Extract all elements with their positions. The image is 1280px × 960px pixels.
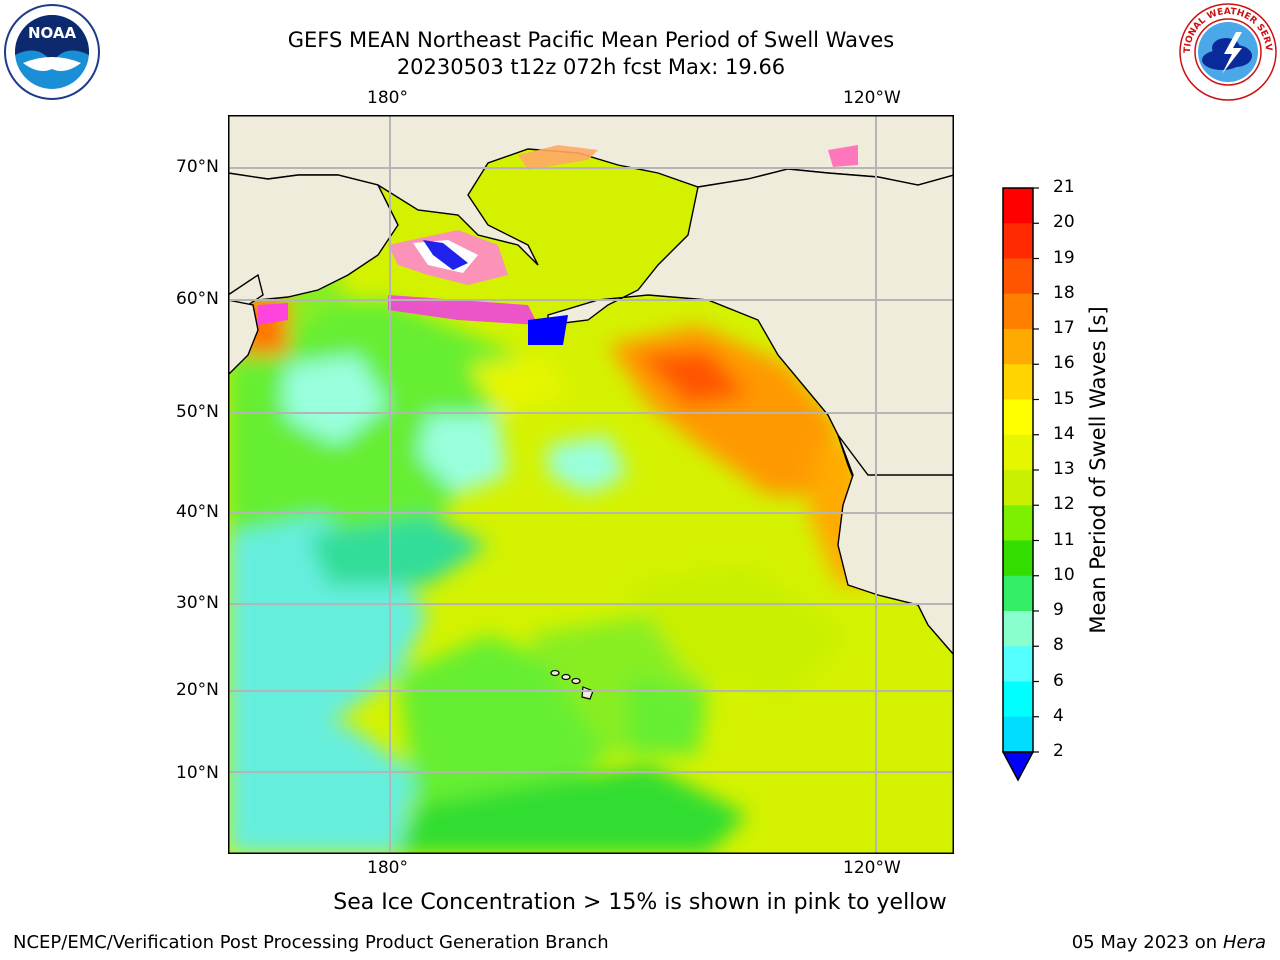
graticule — [228, 115, 954, 854]
chart-title-line2: 20230503 t12z 072h fcst Max: 19.66 — [396, 55, 786, 79]
lon-label-top-120w: 120°W — [843, 88, 901, 108]
colorbar-tick-label: 11 — [1053, 529, 1075, 550]
colorbar-tick-label: 19 — [1053, 247, 1075, 268]
swell-period-field — [228, 225, 868, 854]
sea-ice-note: Sea Ice Concentration > 15% is shown in … — [333, 890, 947, 915]
colorbar-tick-label: 4 — [1053, 705, 1064, 726]
lon-label-top-180: 180° — [367, 88, 408, 108]
land-masses — [228, 115, 954, 657]
colorbar-tick-label: 8 — [1053, 635, 1064, 656]
colorbar — [1001, 187, 1039, 782]
lat-label-50n: 50°N — [176, 402, 219, 422]
colorbar-swatch — [1003, 611, 1033, 647]
colorbar-swatch — [1003, 434, 1033, 471]
colorbar-ticks — [1033, 187, 1039, 753]
colorbar-swatch — [1003, 293, 1033, 330]
map-frame — [228, 115, 954, 854]
colorbar-swatch — [1003, 681, 1033, 718]
lat-label-10n: 10°N — [176, 763, 219, 783]
footer-machine: Hera — [1222, 932, 1266, 953]
colorbar-tick-label: 10 — [1053, 564, 1075, 585]
colorbar-swatch — [1003, 575, 1033, 612]
colorbar-tick-label: 2 — [1053, 741, 1064, 761]
colorbar-tick-label: 14 — [1053, 423, 1075, 444]
footer-date: 05 May 2023 on Hera — [1072, 932, 1266, 953]
sea-ice-overlay — [258, 145, 858, 345]
lat-label-20n: 20°N — [176, 680, 219, 700]
colorbar-tick-label: 17 — [1053, 318, 1075, 338]
colorbar-swatch — [1003, 364, 1033, 400]
colorbar-swatch — [1003, 188, 1033, 224]
lat-label-30n: 30°N — [176, 593, 219, 613]
colorbar-swatch — [1003, 223, 1033, 259]
svg-text:NOAA: NOAA — [28, 24, 77, 42]
colorbar-tick-label: 16 — [1053, 353, 1075, 374]
colorbar-extend-triangle — [1001, 751, 1035, 782]
colorbar-tick-label: 21 — [1053, 177, 1075, 197]
chart-title-line1: GEFS MEAN Northeast Pacific Mean Period … — [287, 28, 895, 52]
colorbar-swatch — [1003, 470, 1033, 506]
map-panel — [228, 115, 954, 854]
colorbar-tick-label: 12 — [1053, 494, 1075, 515]
colorbar-tick-label: 13 — [1053, 459, 1075, 479]
noaa-logo: NOAA — [4, 4, 100, 100]
colorbar-swatch — [1003, 716, 1033, 753]
colorbar-tick-label: 6 — [1053, 670, 1064, 691]
colorbar-tick-label: 9 — [1053, 600, 1064, 620]
colorbar-swatch — [1003, 646, 1033, 682]
lat-label-60n: 60°N — [176, 289, 219, 309]
lat-label-70n: 70°N — [176, 157, 219, 177]
footer-org: NCEP/EMC/Verification Post Processing Pr… — [13, 932, 609, 953]
colorbar-swatch — [1003, 258, 1033, 295]
colorbar-swatch — [1003, 329, 1033, 365]
colorbar-swatch — [1003, 505, 1033, 541]
nws-logo: NATIONAL WEATHER SERVICE — [1178, 2, 1277, 101]
footer-date-text: 05 May 2023 on — [1071, 932, 1218, 953]
lat-label-40n: 40°N — [176, 502, 219, 522]
colorbar-tick-label: 15 — [1053, 388, 1075, 409]
colorbar-tick-label: 20 — [1053, 212, 1075, 233]
colorbar-swatch — [1003, 540, 1033, 577]
lon-label-bottom-120w: 120°W — [843, 858, 901, 878]
lon-label-bottom-180: 180° — [367, 858, 408, 878]
colorbar-swatches — [1003, 188, 1033, 753]
colorbar-tick-label: 18 — [1053, 282, 1075, 303]
colorbar-swatch — [1003, 399, 1033, 436]
